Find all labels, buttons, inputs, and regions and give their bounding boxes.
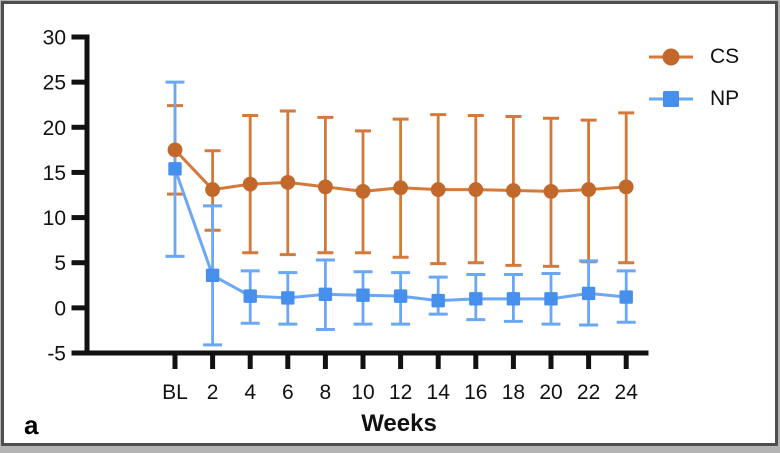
np-data-point xyxy=(431,293,445,308)
x-tick-label: 14 xyxy=(427,381,451,404)
cs-data-point xyxy=(355,183,371,199)
cs-data-point xyxy=(318,179,333,195)
np-series xyxy=(168,162,633,308)
x-tick-label: 18 xyxy=(502,381,525,404)
cs-data-point xyxy=(242,176,258,192)
np-data-point xyxy=(469,292,483,306)
legend: CS NP xyxy=(648,46,739,110)
cs-data-point xyxy=(543,183,559,199)
y-tick-label: 0 xyxy=(54,297,66,320)
cs-data-point xyxy=(393,180,408,196)
y-tick-label: 30 xyxy=(43,27,66,50)
np-data-point xyxy=(506,292,521,306)
x-tick-label: 8 xyxy=(320,381,332,404)
cs-series xyxy=(167,142,634,199)
y-tick-label: 20 xyxy=(43,117,66,140)
x-tick-label: 12 xyxy=(389,381,412,404)
legend-item-cs: CS xyxy=(648,46,739,68)
y-tick-label: 5 xyxy=(54,252,66,275)
np-data-point xyxy=(619,290,633,304)
np-data-point xyxy=(281,291,295,305)
x-tick-label: 6 xyxy=(282,381,294,404)
x-tick-label: 16 xyxy=(464,381,487,404)
np-square-marker-icon xyxy=(649,91,693,107)
y-tick-label: -5 xyxy=(47,343,66,366)
x-tick-label: 2 xyxy=(207,381,219,404)
legend-item-np: NP xyxy=(648,88,739,110)
x-axis-title: Weeks xyxy=(361,410,437,437)
panel-label: a xyxy=(24,410,39,440)
figure-border xyxy=(1,1,778,446)
np-data-point xyxy=(581,286,596,301)
y-tick-label: 10 xyxy=(43,207,66,230)
cs-data-point xyxy=(430,182,446,197)
error-bars xyxy=(165,80,636,347)
x-tick-label: 10 xyxy=(351,381,374,404)
y-tick-label: 15 xyxy=(43,162,66,185)
cs-data-point xyxy=(280,174,296,190)
cs-data-point xyxy=(581,182,596,197)
x-tick-label: 20 xyxy=(539,381,562,404)
cs-data-point xyxy=(618,179,634,195)
series xyxy=(167,142,634,308)
cs-data-point xyxy=(468,182,484,197)
x-tick-label: 22 xyxy=(577,381,600,404)
x-tick-label: BL xyxy=(162,381,188,404)
cs-circle-marker-icon xyxy=(649,48,693,66)
cs-data-point xyxy=(506,183,521,198)
y-tick-label: 25 xyxy=(43,72,66,95)
legend-label-cs: CS xyxy=(710,45,740,68)
np-data-point xyxy=(168,162,182,176)
np-data-point xyxy=(544,292,558,306)
np-data-point xyxy=(393,289,408,303)
x-tick-label: 4 xyxy=(244,381,256,404)
np-data-point xyxy=(356,288,370,302)
cs-data-point xyxy=(167,142,183,158)
cs-data-point xyxy=(205,182,221,197)
x-tick-label: 24 xyxy=(615,381,639,404)
np-data-point xyxy=(243,289,257,303)
np-data-point xyxy=(318,287,333,302)
np-data-point xyxy=(205,268,220,283)
legend-label-np: NP xyxy=(710,87,740,110)
